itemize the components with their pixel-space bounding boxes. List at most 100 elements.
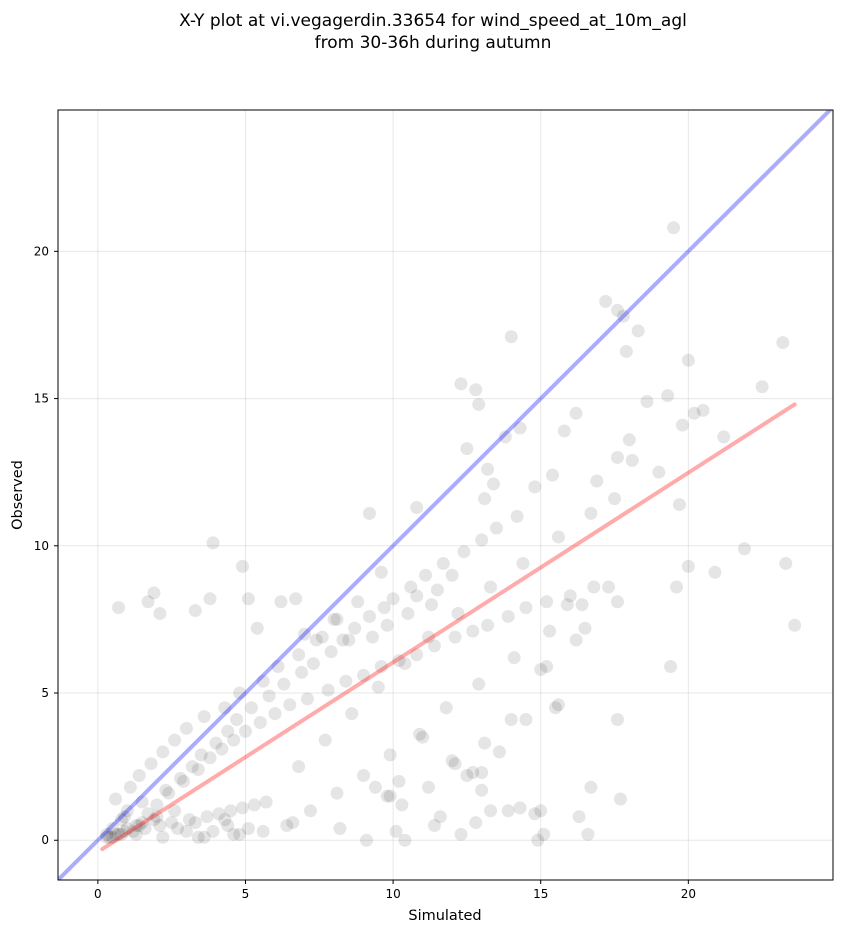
scatter-point [168,804,182,818]
scatter-point [543,624,557,638]
scatter-point [165,816,179,830]
scatter-point [262,689,276,703]
scatter-point [377,601,391,615]
scatter-point [507,651,521,665]
scatter-point [374,565,388,579]
y-tick-label: 0 [41,833,49,847]
scatter-point [132,819,146,833]
scatter-point [256,674,270,688]
scatter-point [610,595,624,609]
scatter-point [233,827,247,841]
scatter-point [150,810,164,824]
scatter-point [445,568,459,582]
scatter-point [135,816,149,830]
scatter-point [475,533,489,547]
scatter-point [569,633,583,647]
scatter-point [481,618,495,632]
scatter-point [221,819,235,833]
scatter-point [126,824,140,838]
scatter-point [422,630,436,644]
scatter-point [256,824,270,838]
scatter-point [176,774,190,788]
scatter-point [501,609,515,623]
scatter-point [277,677,291,691]
scatter-point [241,821,255,835]
scatter-point [200,810,214,824]
y-tick-label: 15 [34,392,49,406]
scatter-point [519,713,533,727]
scatter-point [330,786,344,800]
x-tick-label: 5 [242,887,250,901]
scatter-point [608,492,622,506]
scatter-point [168,733,182,747]
scatter-point [268,707,282,721]
scatter-point [590,474,604,488]
scatter-point [640,395,654,409]
scatter-point [788,618,802,632]
scatter-point [519,601,533,615]
scatter-point [106,830,120,844]
scatter-point [419,568,433,582]
scatter-point [469,383,483,397]
scatter-point [516,556,530,570]
scatter-point [295,665,309,679]
scatter-point [445,754,459,768]
scatter-point [410,648,424,662]
scatter-point [271,660,285,674]
scatter-point [321,683,335,697]
y-tick-label: 5 [41,686,49,700]
scatter-point [610,713,624,727]
scatter-point [188,604,202,618]
scatter-point [439,701,453,715]
scatter-point [551,530,565,544]
scatter-point [661,389,675,403]
scatter-point [395,798,409,812]
scatter-point [362,609,376,623]
scatter-point [100,827,114,841]
scatter-point [120,804,134,818]
scatter-point [371,680,385,694]
scatter-point [681,353,695,367]
scatter-point [475,766,489,780]
scatter-point [309,633,323,647]
scatter-point [534,662,548,676]
scatter-point [221,724,235,738]
scatter-point [469,816,483,830]
scatter-point [575,598,589,612]
scatter-point [534,804,548,818]
scatter-point [197,830,211,844]
scatter-point [537,827,551,841]
scatter-point [498,430,512,444]
y-tick-label: 10 [34,539,49,553]
scatter-point [413,727,427,741]
scatter-point [380,618,394,632]
scatter-points [100,221,802,847]
scatter-point [619,344,633,358]
scatter-point [454,377,468,391]
scatter-point [478,492,492,506]
scatter-point [398,833,412,847]
scatter-point [117,824,131,838]
scatter-point [687,406,701,420]
scatter-point [602,580,616,594]
scatter-point [141,807,155,821]
scatter-point [360,833,374,847]
y-axis-ticks: 0 5 10 15 20 [34,244,58,847]
scatter-point [298,627,312,641]
scatter-point [348,621,362,635]
scatter-point [460,768,474,782]
scatter-point [380,789,394,803]
scatter-point [106,821,120,835]
scatter-point [675,418,689,432]
scatter-point [227,733,241,747]
scatter-point [120,821,134,835]
scatter-point [433,810,447,824]
scatter-point [581,827,595,841]
scatter-point [737,542,751,556]
scatter-point [147,586,161,600]
scatter-point [755,380,769,394]
scatter-point [117,810,131,824]
y-axis-label: Observed [10,460,26,530]
scatter-point [236,559,250,573]
